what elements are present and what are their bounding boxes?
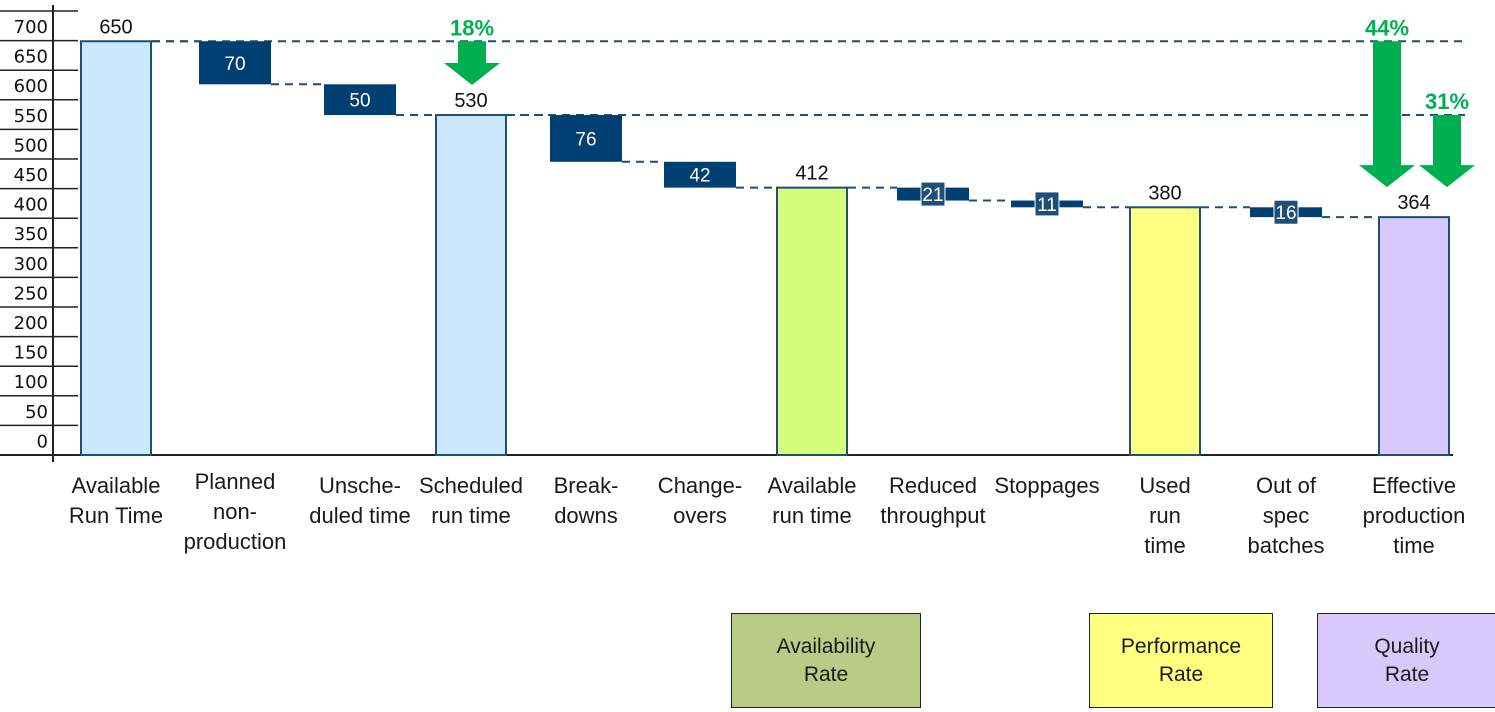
bar-loss: 76 (550, 115, 622, 162)
bar-total: 380 (1129, 182, 1201, 456)
down-arrow-icon: 44% (1359, 15, 1415, 188)
bar-value-label: 11 (1037, 195, 1057, 216)
loss-bar (199, 41, 271, 85)
loss-bar (324, 84, 396, 116)
bar-total: 364 (1378, 192, 1450, 456)
category-label: Out of spec batches (1247, 473, 1325, 558)
loss-bar (664, 161, 736, 188)
percentage-label: 31% (1425, 89, 1469, 114)
bar-loss: 70 (199, 41, 271, 85)
down-arrow-icon: 18% (444, 15, 500, 86)
legend-performance-rate: Performance Rate (1089, 613, 1273, 708)
loss-bar (550, 115, 622, 162)
bar-value-label: 530 (454, 90, 487, 112)
y-tick-label: 50 (25, 402, 48, 423)
y-tick-label: 100 (14, 372, 48, 393)
arrow-shape (1359, 41, 1415, 188)
total-bar (1129, 206, 1201, 456)
bar-loss: 21 (897, 181, 969, 207)
loss-label-box (920, 181, 946, 207)
bar-value-label: 380 (1148, 182, 1181, 204)
legend-performance-label: Performance Rate (1120, 634, 1242, 686)
bar-value-label: 364 (1397, 192, 1430, 214)
bar-value-label: 21 (922, 185, 943, 206)
bar-value-label: 50 (349, 91, 370, 112)
y-tick-label: 150 (14, 343, 48, 364)
y-tick-label: 650 (14, 47, 48, 68)
y-axis: 7006506005505004504003503002502001501005… (0, 5, 1453, 462)
bars: 650 70 50 530 76 42 412 21 11 380 16 364 (80, 16, 1450, 457)
bar-loss: 11 (1011, 191, 1083, 217)
bar-loss: 50 (324, 84, 396, 116)
y-tick-label: 450 (14, 165, 48, 186)
legend-quality-rate: Quality Rate (1317, 613, 1495, 708)
bar-loss: 16 (1250, 199, 1322, 225)
arrow-shape (1419, 115, 1475, 188)
category-label: Unsche- duled time (309, 473, 411, 528)
down-arrow-icon: 31% (1419, 89, 1475, 188)
category-label: Scheduled run time (419, 473, 523, 528)
bar-total: 412 (776, 163, 848, 456)
total-bar (1378, 216, 1450, 456)
category-label: Planned non- production (183, 469, 287, 554)
bar-total: 650 (80, 16, 152, 456)
bar-value-label: 650 (99, 16, 132, 38)
y-tick-label: 700 (14, 17, 48, 38)
bar-value-label: 76 (575, 129, 596, 150)
percentage-arrows: 18% 44% 31% (444, 15, 1475, 188)
category-label: Effective production time (1362, 473, 1466, 558)
loss-label-box (1034, 191, 1060, 217)
percentage-label: 18% (450, 15, 494, 40)
category-label: Used run time (1139, 473, 1191, 558)
legend-quality-label: Quality Rate (1374, 634, 1440, 686)
bar-value-label: 412 (795, 163, 828, 185)
legend-availability-rate: Availability Rate (731, 613, 921, 708)
y-tick-label: 350 (14, 224, 48, 245)
y-tick-label: 400 (14, 195, 48, 216)
bar-value-label: 16 (1275, 203, 1296, 224)
category-label: Change- overs (657, 473, 743, 528)
total-bar (80, 40, 152, 456)
percentage-label: 44% (1365, 15, 1409, 40)
category-label: Available run time (767, 473, 857, 528)
category-label: Stoppages (994, 473, 1100, 498)
y-tick-label: 500 (14, 135, 48, 156)
connector-lines (152, 40, 1465, 219)
total-bar (776, 186, 848, 456)
total-bar (435, 114, 507, 457)
category-label: Reduced throughput (880, 473, 986, 528)
y-tick-label: 300 (14, 254, 48, 275)
legend-availability-label: Availability Rate (776, 634, 876, 686)
y-tick-label: 600 (14, 76, 48, 97)
arrow-shape (444, 41, 500, 86)
bar-value-label: 70 (224, 54, 245, 75)
bar-total: 530 (435, 90, 507, 457)
y-tick-label: 550 (14, 106, 48, 127)
y-tick-label: 200 (14, 313, 48, 334)
loss-label-box (1273, 199, 1299, 225)
bar-value-label: 42 (689, 166, 710, 187)
y-tick-label: 0 (37, 431, 48, 452)
y-tick-label: 250 (14, 283, 48, 304)
category-label: Available Run Time (68, 473, 164, 528)
category-label: Break- downs (553, 473, 619, 528)
bar-loss: 42 (664, 161, 736, 188)
